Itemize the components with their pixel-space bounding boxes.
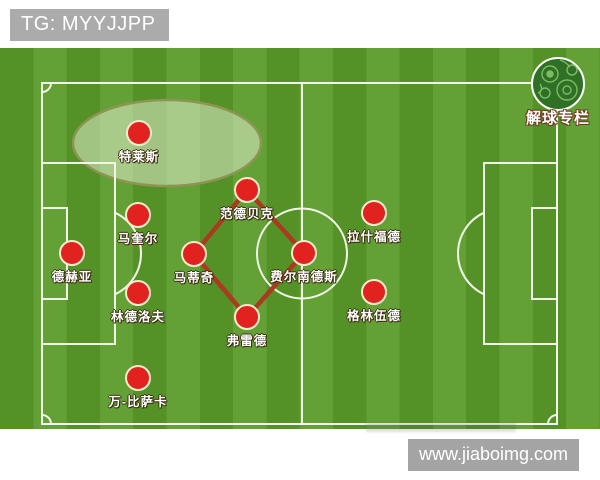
logo-badge-circle xyxy=(531,57,585,111)
highlight-ellipse xyxy=(71,98,263,188)
player-marker[interactable] xyxy=(126,120,152,146)
player-marker[interactable] xyxy=(181,241,207,267)
tg-contact-badge: TG: MYYJJPP xyxy=(10,9,170,41)
corner-arc-bottom-left xyxy=(41,414,52,425)
player-marker[interactable] xyxy=(291,240,317,266)
player-marker[interactable] xyxy=(234,304,260,330)
connection-line xyxy=(192,188,249,256)
player-name-label: 特莱斯 xyxy=(118,150,160,164)
logo-title: 解球专栏 xyxy=(525,110,590,127)
site-watermark: www.jiaboimg.com xyxy=(408,439,580,471)
connection-line xyxy=(245,251,306,319)
corner-arc-bottom-right xyxy=(547,414,558,425)
player-name-label: 弗雷德 xyxy=(226,334,268,348)
player-marker[interactable] xyxy=(59,240,85,266)
player-name-label: 德赫亚 xyxy=(51,270,93,284)
player-name-label: 范德贝克 xyxy=(219,207,275,221)
player-name-label: 拉什福德 xyxy=(346,230,402,244)
player-marker[interactable] xyxy=(361,200,387,226)
player-name-label: 林德洛夫 xyxy=(110,310,166,324)
player-name-label: 费尔南德斯 xyxy=(270,270,338,284)
player-name-label: 万-比萨卡 xyxy=(108,395,168,409)
player-marker[interactable] xyxy=(234,177,260,203)
player-marker[interactable] xyxy=(125,280,151,306)
corner-arc-top-left xyxy=(41,82,52,93)
center-circle xyxy=(256,207,348,300)
player-marker[interactable] xyxy=(125,365,151,391)
player-marker[interactable] xyxy=(361,279,387,305)
goal-area-right xyxy=(531,207,558,300)
player-marker[interactable] xyxy=(125,202,151,228)
logo-football-doodles xyxy=(537,59,578,101)
player-name-label: 马蒂奇 xyxy=(173,271,215,285)
penalty-arc-right xyxy=(457,211,485,296)
player-name-label: 马奎尔 xyxy=(117,232,159,246)
player-name-label: 格林伍德 xyxy=(346,309,402,323)
faded-watermark-remnant xyxy=(366,423,516,432)
